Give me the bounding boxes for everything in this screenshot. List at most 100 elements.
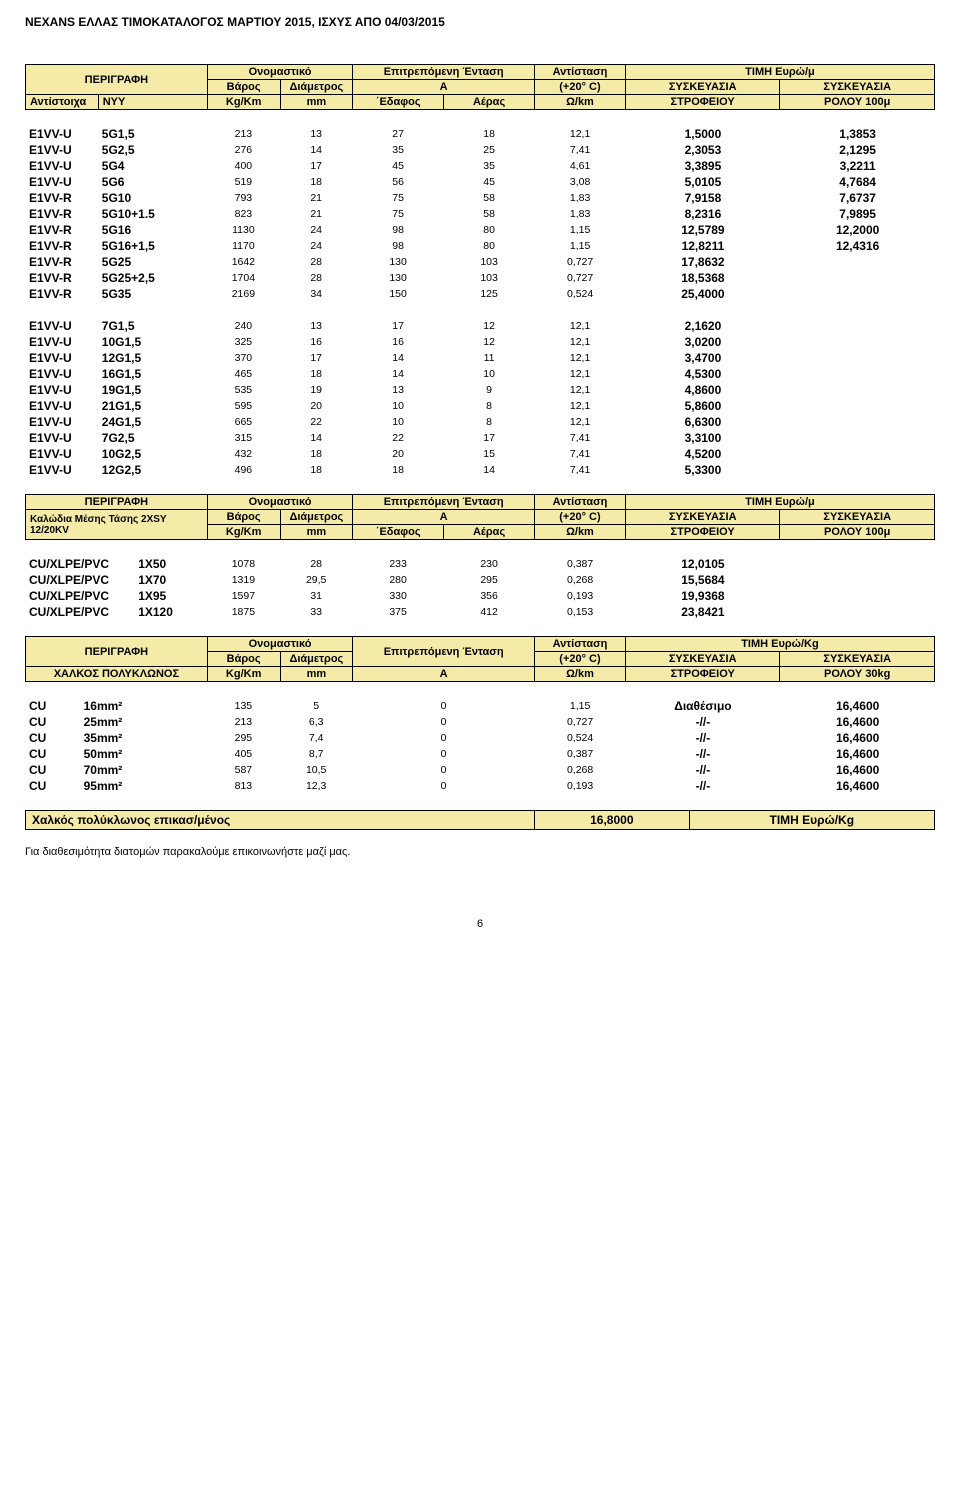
- cell: E1VV-U: [25, 398, 98, 414]
- table-row: CU/XLPE/PVC1X501078282332300,38712,0105: [25, 556, 935, 572]
- h2-nom: Ονομαστικό: [207, 495, 352, 510]
- cell: 80: [444, 238, 535, 254]
- cell: 12: [444, 334, 535, 350]
- cell: 19,9368: [626, 588, 781, 604]
- cell: 793: [207, 190, 280, 206]
- table-row: E1VV-U16G1,546518141012,14,5300: [25, 366, 935, 382]
- cell: 5G2,5: [98, 142, 207, 158]
- cell: 12,1: [535, 382, 626, 398]
- cell: 2169: [207, 286, 280, 302]
- h-nom: Ονομαστικό: [207, 65, 352, 80]
- table-row: E1VV-U5G2,52761435257,412,30532,1295: [25, 142, 935, 158]
- h3-roll: ΡΟΛΟΥ 30kg: [780, 667, 935, 682]
- table-row: E1VV-U24G1,56652210812,16,6300: [25, 414, 935, 430]
- cell: [780, 334, 935, 350]
- cell: 18: [444, 126, 535, 142]
- cell: 5G4: [98, 158, 207, 174]
- cell: 6,3: [280, 714, 353, 730]
- cell: 18: [280, 366, 353, 382]
- cell: 400: [207, 158, 280, 174]
- cell: 135: [207, 698, 280, 714]
- cell: E1VV-U: [25, 462, 98, 478]
- h-kgkm: Kg/Km: [207, 95, 280, 110]
- cell: 8,2316: [626, 206, 781, 222]
- cell: 1X120: [134, 604, 207, 620]
- cell: 16: [353, 334, 444, 350]
- cell: E1VV-U: [25, 126, 98, 142]
- cell: E1VV-R: [25, 206, 98, 222]
- cell: 3,3895: [626, 158, 781, 174]
- cell: -//-: [626, 746, 781, 762]
- cell: 5G1,5: [98, 126, 207, 142]
- table-row: CU50mm²4058,700,387-//-16,4600: [25, 746, 935, 762]
- cell: 1170: [207, 238, 280, 254]
- cell: -//-: [626, 730, 781, 746]
- cell: 5G35: [98, 286, 207, 302]
- cell: 12,1: [535, 126, 626, 142]
- cell: 75: [353, 206, 444, 222]
- h-res: Αντίσταση: [535, 65, 626, 80]
- summary-unit: ΤΙΜΗ Ευρώ/Kg: [689, 811, 934, 830]
- cell: 1130: [207, 222, 280, 238]
- cell: 12,8211: [626, 238, 781, 254]
- cell: 230: [444, 556, 535, 572]
- cell: 3,4700: [626, 350, 781, 366]
- cell: 10G2,5: [98, 446, 207, 462]
- cell: 24: [280, 222, 353, 238]
- cell: 3,2211: [780, 158, 935, 174]
- h3-diam: Διάμετρος: [280, 652, 353, 667]
- h-roll: ΡΟΛΟΥ 100μ: [780, 95, 935, 110]
- summary-val: 16,8000: [535, 811, 690, 830]
- table-row: E1VV-U7G2,53151422177,413,3100: [25, 430, 935, 446]
- cell: 0: [353, 746, 535, 762]
- cell: 295: [207, 730, 280, 746]
- cell: 2,1295: [780, 142, 935, 158]
- cell: 95mm²: [80, 778, 207, 794]
- footer-note: Για διαθεσιμότητα διατομών παρακαλούμε ε…: [25, 846, 935, 858]
- cell: [780, 556, 935, 572]
- cell: 31: [280, 588, 353, 604]
- cell: 130: [353, 254, 444, 270]
- cell: 35mm²: [80, 730, 207, 746]
- cell: 5,0105: [626, 174, 781, 190]
- cell: 56: [353, 174, 444, 190]
- cell: 13: [353, 382, 444, 398]
- cell: Διαθέσιμο: [626, 698, 781, 714]
- h-weight: Βάρος: [207, 80, 280, 95]
- cell: E1VV-U: [25, 366, 98, 382]
- cell: 5G10+1.5: [98, 206, 207, 222]
- cell: 315: [207, 430, 280, 446]
- h-diam: Διάμετρος: [280, 80, 353, 95]
- table-row: CU/XLPE/PVC1X70131929,52802950,26815,568…: [25, 572, 935, 588]
- h3-pack2: ΣΥΣΚΕΥΑΣΙΑ: [780, 652, 935, 667]
- cell: 12,1: [535, 398, 626, 414]
- cell: 10,5: [280, 762, 353, 778]
- h3-desc: ΠΕΡΙΓΡΑΦΗ: [26, 637, 208, 667]
- cell: 21G1,5: [98, 398, 207, 414]
- cell: 29,5: [280, 572, 353, 588]
- cell: 1704: [207, 270, 280, 286]
- cell: 7G2,5: [98, 430, 207, 446]
- cell: E1VV-R: [25, 286, 98, 302]
- cell: 0,268: [535, 762, 626, 778]
- table-row: CU35mm²2957,400,524-//-16,4600: [25, 730, 935, 746]
- cell: 0,524: [535, 730, 626, 746]
- cell: 7,9895: [780, 206, 935, 222]
- cell: E1VV-U: [25, 318, 98, 334]
- cell: [780, 398, 935, 414]
- cell: 22: [353, 430, 444, 446]
- cell: 1,15: [535, 222, 626, 238]
- cell: [780, 366, 935, 382]
- cell: 58: [444, 206, 535, 222]
- cell: 16,4600: [780, 714, 935, 730]
- h2-sub: Καλώδια Μέσης Τάσης 2XSY 12/20KV: [26, 510, 208, 540]
- cell: 7,41: [535, 462, 626, 478]
- cell: 14: [444, 462, 535, 478]
- cell: 15,5684: [626, 572, 781, 588]
- cell: 4,8600: [626, 382, 781, 398]
- h-ground: ΄Εδαφος: [353, 95, 444, 110]
- cell: 4,7684: [780, 174, 935, 190]
- cell: 16,4600: [780, 746, 935, 762]
- cell: 10G1,5: [98, 334, 207, 350]
- h-ohm: Ω/km: [535, 95, 626, 110]
